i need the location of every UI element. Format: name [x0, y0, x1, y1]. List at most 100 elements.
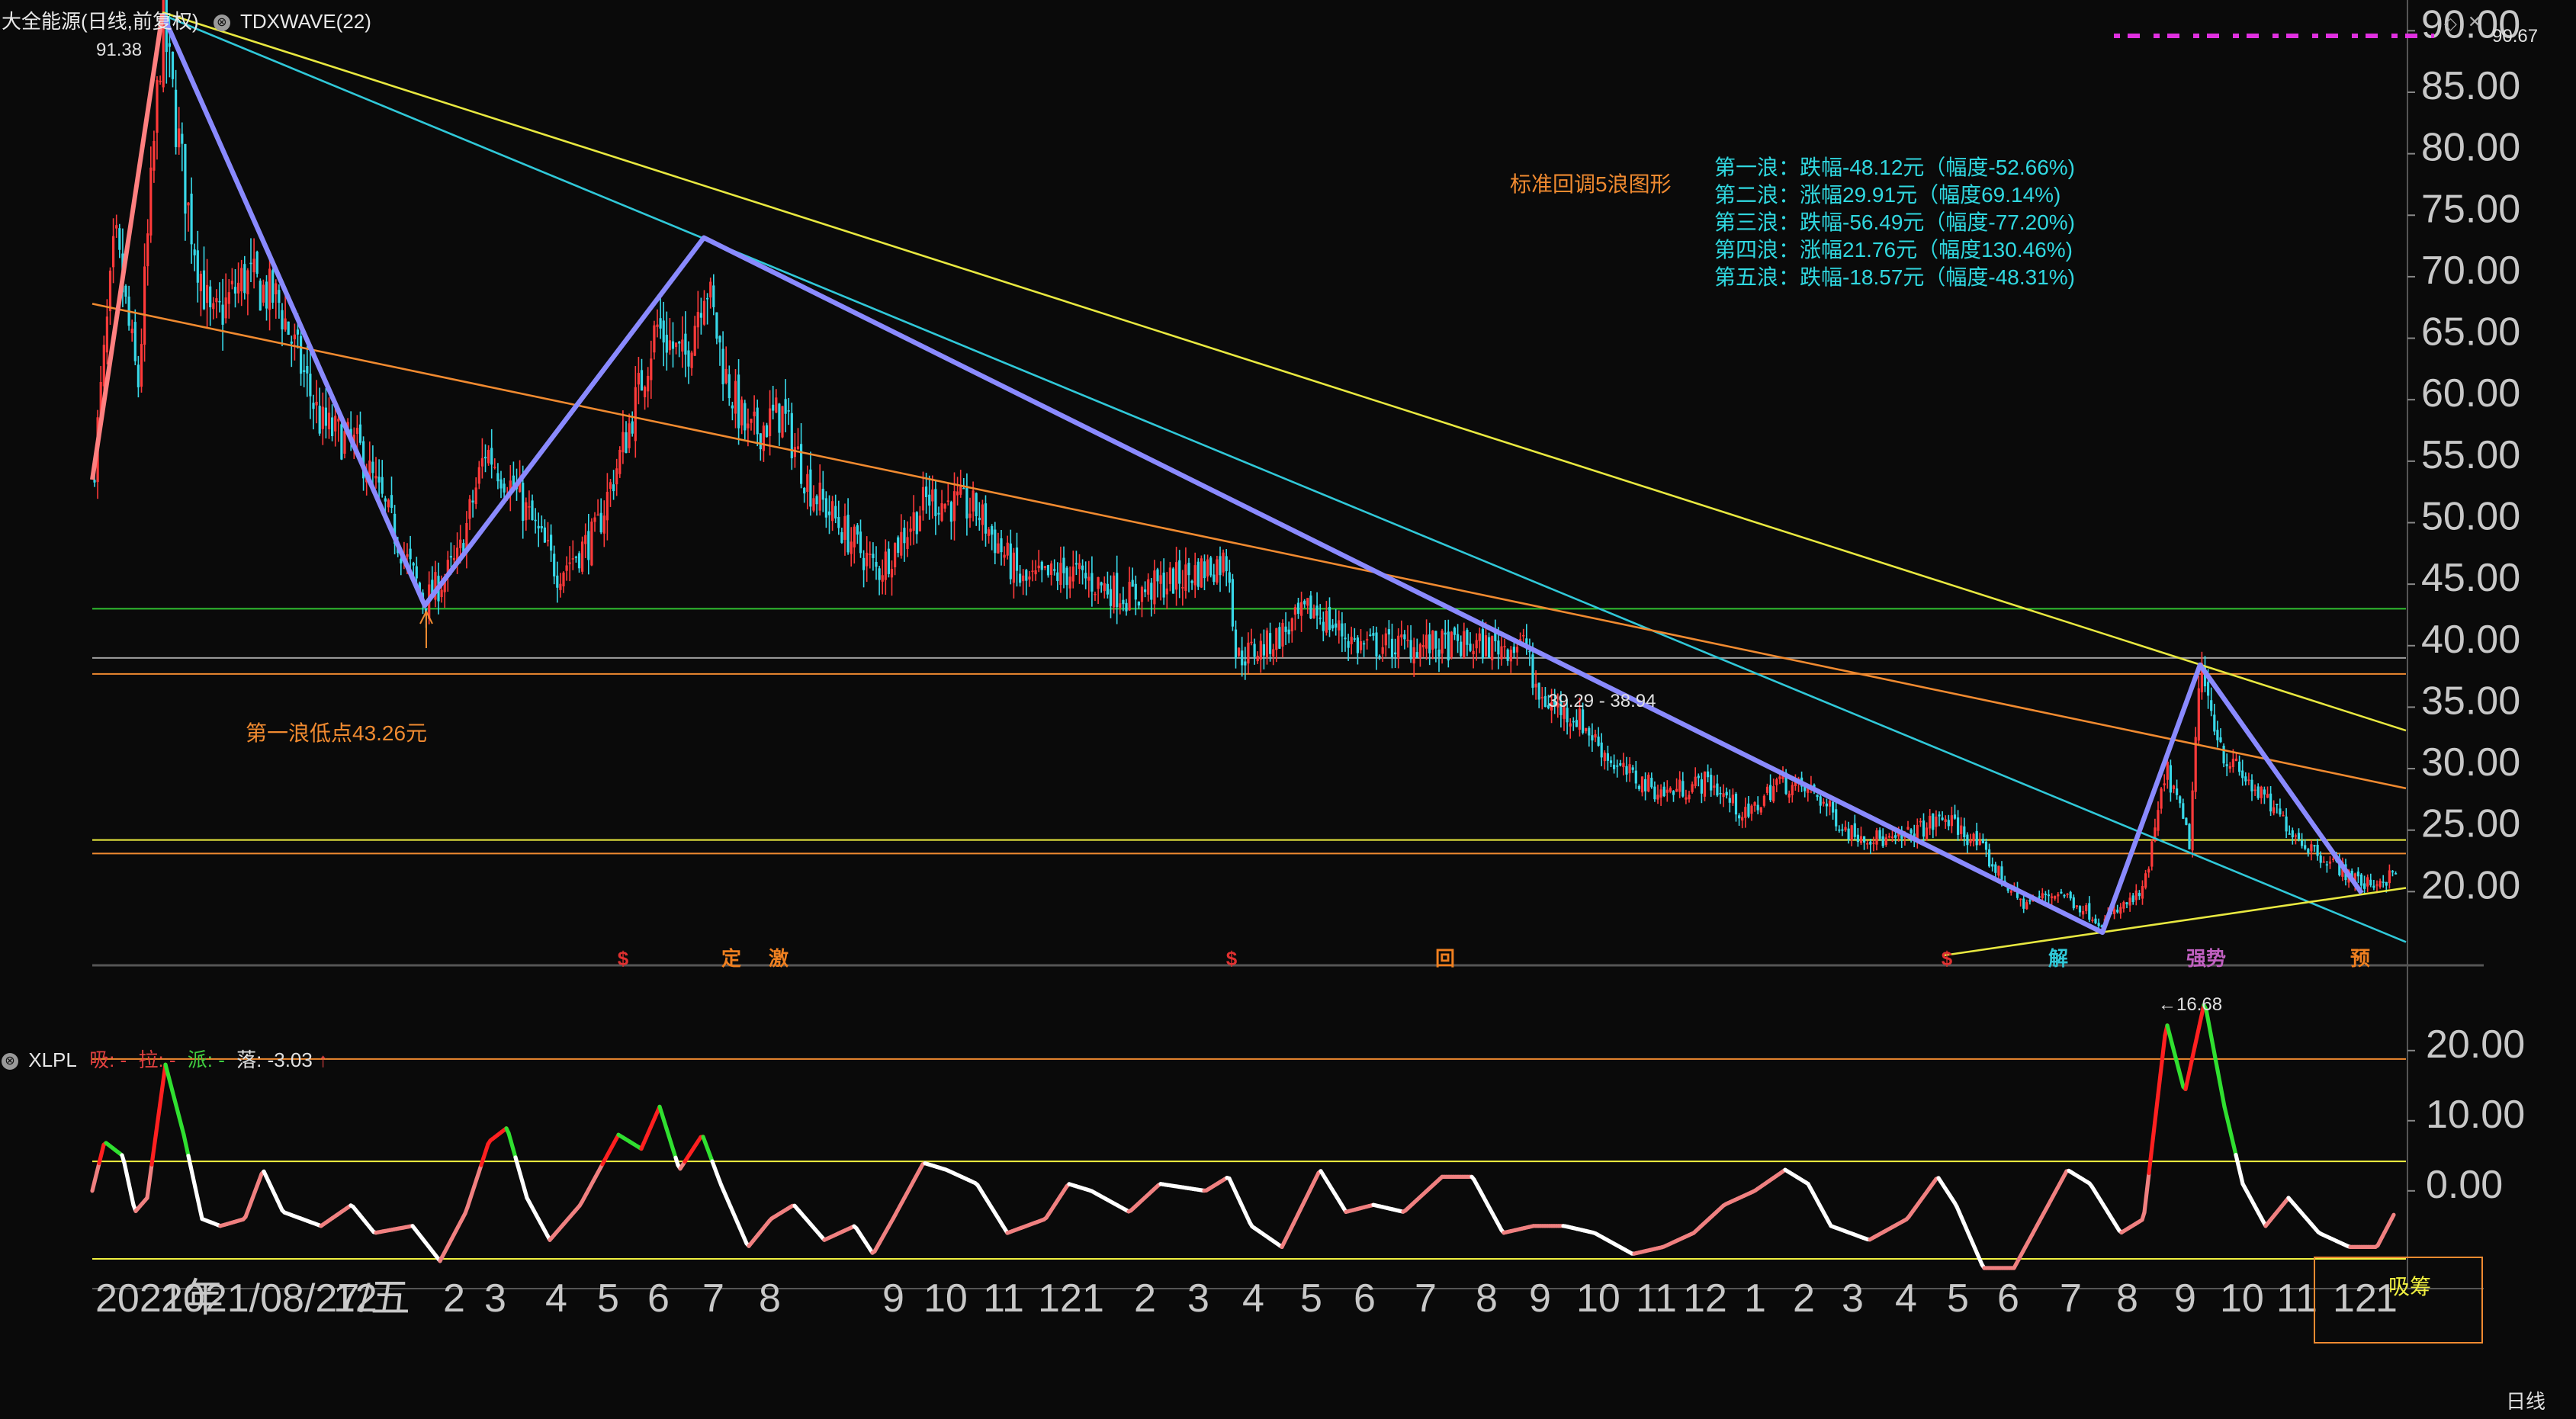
candle-body: [1641, 776, 1643, 792]
candle-body: [1163, 573, 1165, 598]
candle-body: [1588, 728, 1590, 736]
time-axis-label: 4: [1895, 1276, 1917, 1321]
candle-body: [1835, 809, 1837, 827]
candle-body: [753, 412, 756, 416]
candle-body: [916, 512, 918, 535]
candle-body: [234, 287, 236, 294]
candle-body: [1678, 780, 1681, 792]
candle-body: [1675, 789, 1678, 792]
candle-body: [1485, 635, 1487, 656]
candle-body: [2188, 823, 2190, 849]
candle-body: [2094, 919, 2096, 923]
candle-body: [975, 493, 978, 516]
time-axis-label: 8: [1476, 1276, 1498, 1321]
candle-body: [941, 503, 943, 521]
candle-body: [2073, 897, 2075, 908]
price-tick-label: 30.00: [2421, 740, 2520, 785]
candle-body: [894, 543, 896, 567]
candle-body: [1863, 836, 1865, 843]
candle-body: [1116, 573, 1118, 607]
candle-body: [237, 283, 239, 294]
candle-body: [875, 562, 877, 567]
candle-body: [2317, 845, 2319, 856]
candle-body: [1601, 743, 1603, 758]
signal-marker: $: [1226, 947, 1238, 970]
time-axis-label: 12: [1683, 1276, 1727, 1321]
candle-body: [1632, 767, 1634, 769]
price-tick-label: 50.00: [2421, 494, 2520, 538]
candle-body: [872, 554, 874, 558]
time-axis-label: 9: [882, 1276, 904, 1321]
candle-body: [2375, 884, 2378, 886]
candle-body: [1269, 633, 1271, 654]
absorb-box-label: 吸筹: [2388, 1270, 2431, 1301]
time-axis-label: 11: [983, 1276, 1024, 1321]
candle-body: [978, 518, 981, 520]
candle-body: [2025, 902, 2028, 909]
price-tick-label: 20.00: [2421, 863, 2520, 907]
candle-body: [2119, 907, 2122, 914]
candle-body: [1851, 825, 1853, 840]
candle-body: [1222, 553, 1225, 573]
candle-body: [140, 344, 143, 387]
low-label: ←16.68: [2158, 991, 2222, 1019]
candle-body: [2176, 788, 2178, 795]
candle-body: [760, 433, 762, 449]
candle-body: [1919, 821, 1922, 823]
candle-body: [1022, 576, 1024, 581]
candle-body: [1500, 647, 1502, 660]
close-icon[interactable]: ✕: [2468, 12, 2481, 32]
candle-body: [131, 329, 133, 333]
candle-body: [2163, 783, 2166, 785]
candle-body: [1698, 775, 1700, 778]
candle-body: [878, 568, 881, 579]
candle-body: [1979, 840, 1981, 845]
indicator-name[interactable]: TDXWAVE(22): [240, 10, 371, 33]
signal-marker: 回: [1435, 947, 1455, 970]
candle-body: [2207, 682, 2209, 695]
candle-body: [184, 144, 186, 213]
candle-body: [1372, 633, 1374, 636]
candle-body: [1929, 816, 1931, 828]
candle-body: [1084, 573, 1087, 578]
candle-body: [694, 326, 696, 355]
time-axis-label: 9: [2174, 1276, 2196, 1321]
settings-diamond-icon[interactable]: ◇: [2444, 14, 2457, 34]
candle-body: [2082, 911, 2084, 914]
lower-indicator-toggle-icon[interactable]: ⊗: [2, 1053, 18, 1070]
candle-body: [731, 406, 734, 409]
candle-body: [493, 467, 496, 468]
candle-body: [715, 313, 718, 339]
candle-body: [672, 342, 674, 349]
xlpl-segment: [161, 1081, 163, 1098]
candle-body: [747, 423, 749, 428]
candle-body: [1735, 794, 1737, 814]
candle-body: [1760, 807, 1762, 813]
candle-body: [231, 281, 233, 284]
candle-body: [1866, 843, 1868, 845]
symbol-title[interactable]: 大全能源(日线,前复权): [2, 10, 199, 33]
wave-line-4: 第四浪：涨幅21.76元（幅度130.46%): [1714, 236, 2075, 264]
lower-panel-title[interactable]: XLPL: [28, 1048, 76, 1071]
candle-body: [309, 374, 311, 396]
candle-body: [531, 500, 533, 520]
candle-body: [1081, 566, 1084, 570]
candle-body: [181, 134, 183, 144]
candle-body: [1156, 570, 1158, 582]
candle-body: [559, 584, 561, 590]
candle-body: [1119, 603, 1121, 608]
candle-body: [1922, 820, 1925, 836]
candle-body: [1410, 640, 1412, 659]
candle-body: [503, 483, 506, 493]
legend-distribute: 派: -: [188, 1048, 225, 1071]
period-label[interactable]: 日线: [2506, 1386, 2545, 1414]
candle-body: [1331, 625, 1334, 629]
candle-body: [1285, 627, 1287, 632]
indicator-toggle-icon[interactable]: ⊗: [214, 14, 230, 31]
candle-body: [1969, 840, 1971, 843]
candle-body: [200, 274, 202, 291]
candle-body: [1431, 631, 1434, 650]
candle-body: [1638, 786, 1640, 789]
candle-body: [859, 531, 862, 553]
